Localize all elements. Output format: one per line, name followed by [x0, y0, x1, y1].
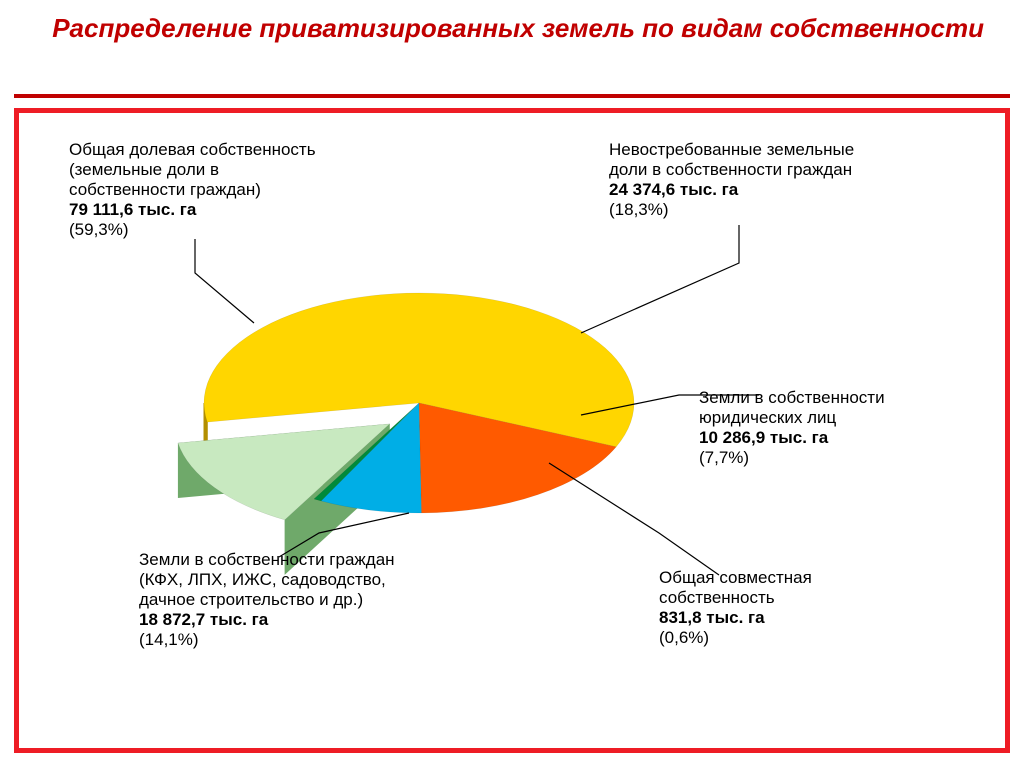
chart-panel: Общая долевая собственность(земельные до… — [14, 108, 1010, 753]
label-line: Земли в собственности граждан — [139, 550, 395, 569]
label-value: 24 374,6 тыс. га — [609, 180, 739, 199]
label-blue: Земли в собственностиюридических лиц10 2… — [699, 388, 885, 467]
label-line: (КФХ, ЛПХ, ИЖС, садоводство, — [139, 570, 386, 589]
leader-yellow — [195, 239, 254, 323]
label-orange: Невостребованные земельныедоли в собстве… — [609, 140, 854, 219]
label-line: Невостребованные земельные — [609, 140, 854, 159]
label-lightgreen: Земли в собственности граждан(КФХ, ЛПХ, … — [139, 550, 395, 649]
label-line: Земли в собственности — [699, 388, 885, 407]
label-line: дачное строительство и др.) — [139, 590, 363, 609]
label-line: собственность — [659, 588, 775, 607]
label-percent: (0,6%) — [659, 628, 709, 647]
label-line: Общая совместная — [659, 568, 812, 587]
leader-orange — [581, 225, 739, 333]
label-yellow: Общая долевая собственность(земельные до… — [69, 140, 316, 239]
label-value: 10 286,9 тыс. га — [699, 428, 829, 447]
label-line: собственности граждан) — [69, 180, 261, 199]
label-percent: (18,3%) — [609, 200, 669, 219]
label-line: юридических лиц — [699, 408, 837, 427]
label-darkgreen: Общая совместнаясобственность831,8 тыс. … — [659, 568, 812, 647]
label-percent: (59,3%) — [69, 220, 129, 239]
label-value: 18 872,7 тыс. га — [139, 610, 269, 629]
leader-darkgreen — [549, 463, 719, 575]
label-line: Общая долевая собственность — [69, 140, 316, 159]
label-value: 831,8 тыс. га — [659, 608, 765, 627]
label-value: 79 111,6 тыс. га — [69, 200, 197, 219]
label-percent: (14,1%) — [139, 630, 199, 649]
page-title: Распределение приватизированных земель п… — [40, 14, 984, 44]
label-line: доли в собственности граждан — [609, 160, 852, 179]
label-percent: (7,7%) — [699, 448, 749, 467]
label-line: (земельные доли в — [69, 160, 219, 179]
pie-chart: Общая долевая собственность(земельные до… — [19, 113, 1005, 748]
title-underline — [14, 94, 1010, 98]
